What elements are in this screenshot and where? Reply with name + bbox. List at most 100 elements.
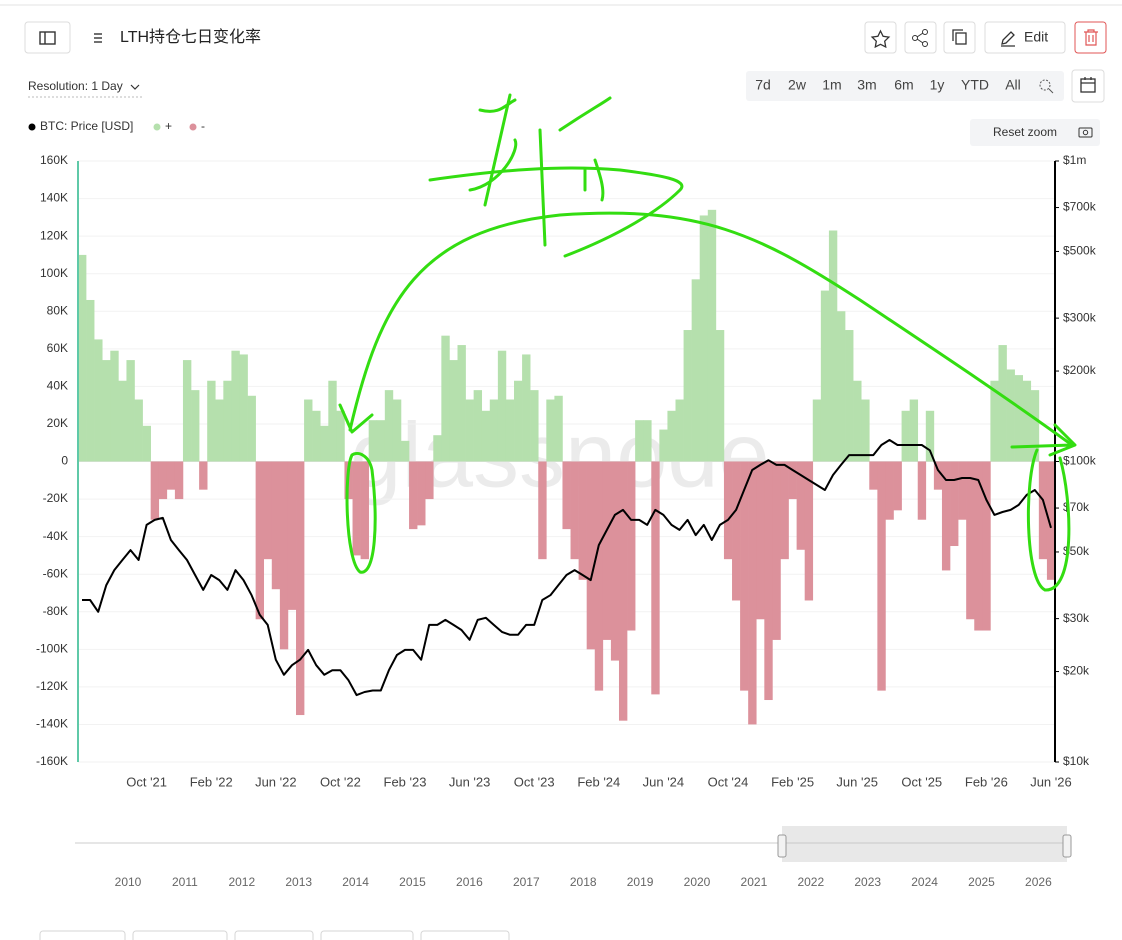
navigator-window xyxy=(782,826,1067,862)
star-button[interactable] xyxy=(864,21,897,54)
navigator-year: 2020 xyxy=(684,875,711,889)
x-tick-label: Oct '24 xyxy=(708,774,749,789)
bar xyxy=(191,390,200,462)
bar xyxy=(982,461,991,631)
bar xyxy=(441,335,450,462)
bar xyxy=(877,461,886,691)
copy-button[interactable] xyxy=(943,21,976,54)
share-button[interactable] xyxy=(904,21,937,54)
bar xyxy=(287,461,297,610)
bar xyxy=(142,425,151,462)
navigator-year: 2026 xyxy=(1025,875,1052,889)
navigator-year: 2018 xyxy=(570,875,597,889)
bar xyxy=(368,420,378,462)
bar xyxy=(400,440,410,462)
bar xyxy=(594,461,604,691)
bar xyxy=(255,461,265,620)
bar xyxy=(683,330,692,462)
reset-zoom-label[interactable]: Reset zoom xyxy=(993,125,1057,139)
bar xyxy=(336,410,345,462)
bar xyxy=(134,399,143,462)
bar xyxy=(570,461,579,560)
bar xyxy=(312,410,321,462)
navigator-year: 2017 xyxy=(513,875,540,889)
edit-button[interactable]: Edit xyxy=(984,21,1066,54)
bar xyxy=(102,360,111,462)
list-icon[interactable] xyxy=(94,33,102,43)
bar xyxy=(78,254,87,462)
bar xyxy=(263,461,273,560)
annotation-scribbles xyxy=(338,93,1077,592)
bar xyxy=(732,461,741,601)
bar xyxy=(635,420,644,462)
calendar-button[interactable] xyxy=(1071,69,1105,103)
y-tick-label: 140K xyxy=(40,191,68,205)
y-tick-label: 100K xyxy=(40,266,68,280)
x-tick-label: Feb '23 xyxy=(384,774,427,789)
x-tick-label: Jun '25 xyxy=(836,774,878,789)
bar xyxy=(497,350,507,462)
y2-tick-label: $50k xyxy=(1063,544,1090,558)
bar xyxy=(788,461,797,500)
range-button[interactable]: 7d xyxy=(755,77,771,93)
navigator-handle[interactable] xyxy=(1062,834,1072,858)
x-tick-label: Oct '21 xyxy=(126,774,167,789)
bar xyxy=(901,410,910,462)
bar xyxy=(869,461,878,490)
navigator-year: 2016 xyxy=(456,875,483,889)
navigator-year: 2015 xyxy=(399,875,426,889)
bar xyxy=(756,461,765,620)
legend-swatch xyxy=(28,123,36,131)
bar xyxy=(602,461,612,640)
legend-swatch xyxy=(153,123,161,131)
reset-zoom-button[interactable]: Reset zoom xyxy=(970,119,1081,146)
bar xyxy=(990,380,999,462)
bar xyxy=(966,461,975,620)
edit-label[interactable]: Edit xyxy=(1024,29,1048,45)
screenshot-button[interactable] xyxy=(1072,119,1100,146)
range-button[interactable]: 6m xyxy=(894,77,913,93)
bar xyxy=(933,461,943,490)
range-button[interactable]: YTD xyxy=(961,77,989,93)
bar xyxy=(538,461,547,560)
range-button[interactable]: 2w xyxy=(788,77,807,93)
bar xyxy=(182,360,192,462)
bar xyxy=(643,420,652,462)
navigator-year: 2022 xyxy=(797,875,824,889)
range-button[interactable]: 3m xyxy=(857,77,876,93)
range-button[interactable]: All xyxy=(1005,77,1021,93)
bar xyxy=(304,399,313,462)
bar xyxy=(409,461,418,530)
resolution-select[interactable]: Resolution: 1 Day xyxy=(28,79,142,98)
y-tick-label: -140K xyxy=(36,717,68,731)
y2-tick-label: $700k xyxy=(1063,200,1097,214)
bar xyxy=(457,345,466,462)
delete-button[interactable] xyxy=(1074,21,1107,54)
y2-tick-label: $10k xyxy=(1063,754,1090,768)
navigator-handle[interactable] xyxy=(777,834,787,858)
range-button[interactable]: 1y xyxy=(930,77,945,93)
bar xyxy=(812,399,822,462)
y2-tick-label: $300k xyxy=(1063,310,1097,324)
plot: 160K 140K 120K 100K 80K 60K 40K 20K 0 -20K -40K -60… xyxy=(28,119,1097,889)
y-tick-label: -160K xyxy=(36,754,68,768)
sidebar-button[interactable] xyxy=(24,21,71,54)
bar xyxy=(715,330,725,462)
range-button[interactable]: 1m xyxy=(822,77,841,93)
bar xyxy=(893,461,902,511)
bar xyxy=(828,230,838,462)
bar xyxy=(514,380,523,462)
bar xyxy=(239,354,248,462)
bar xyxy=(925,410,935,462)
bar xyxy=(941,461,951,571)
y-tick-label: 20K xyxy=(47,416,68,430)
bar xyxy=(360,461,369,560)
resolution-label[interactable]: Resolution: 1 Day xyxy=(28,79,123,93)
legend-label: - xyxy=(201,119,205,133)
bar xyxy=(505,399,515,462)
bar xyxy=(546,399,555,462)
range-search[interactable] xyxy=(1039,79,1054,94)
bar xyxy=(425,461,434,500)
navigator-year: 2011 xyxy=(172,875,198,889)
bar xyxy=(150,461,160,520)
